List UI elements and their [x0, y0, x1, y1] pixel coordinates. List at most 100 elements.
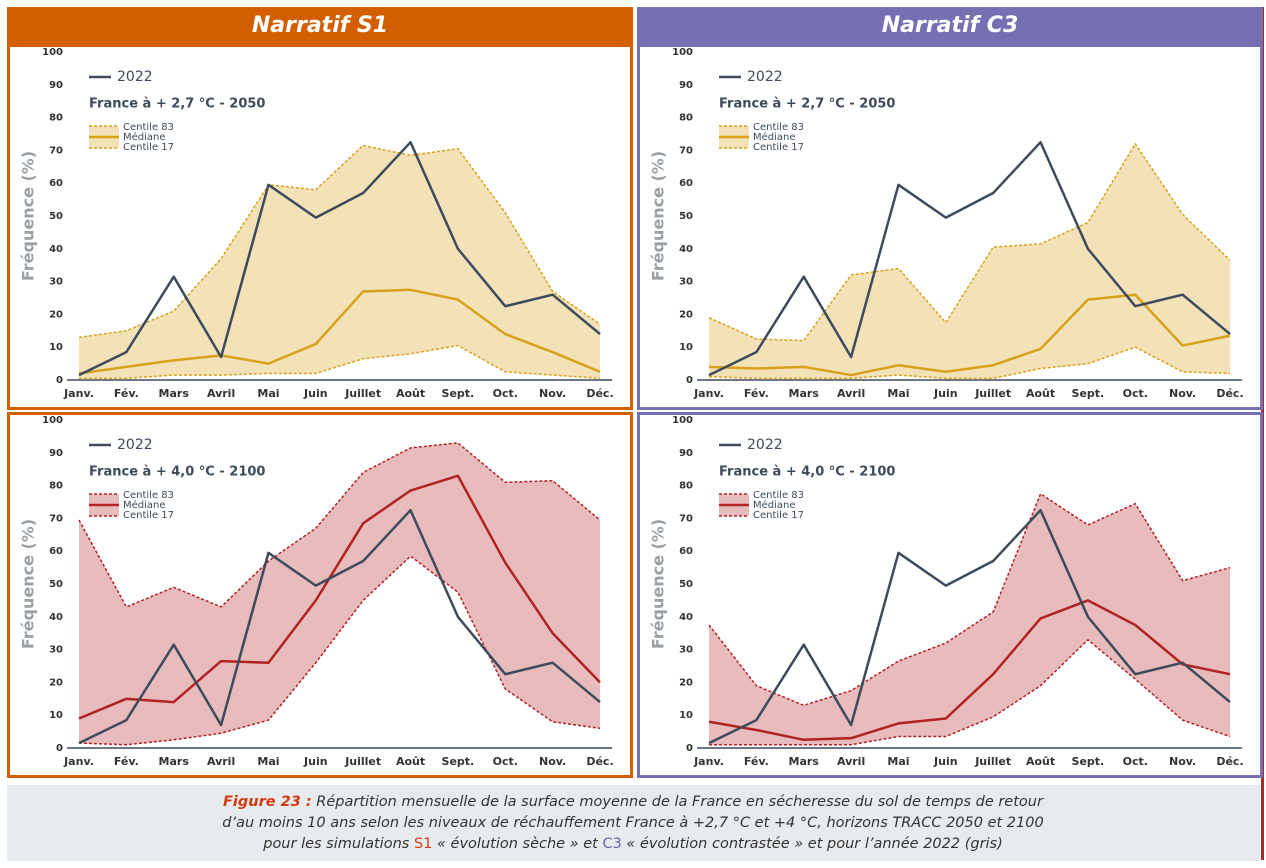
x-tick-label: Mai — [257, 755, 279, 768]
y-axis-label: Fréquence (%) — [19, 151, 38, 281]
y-tick-label: 10 — [679, 710, 693, 721]
x-tick-label: Nov. — [1169, 387, 1196, 400]
chart: 0 10 20 30 40 50 60 70 80 90 100 Janv. Fév. Mars Avril… — [637, 44, 1263, 410]
y-tick-label: 0 — [56, 375, 63, 386]
y-tick-label: 40 — [679, 244, 693, 255]
caption-text: « évolution contrastée » et pour l’année… — [622, 836, 1003, 852]
y-tick-label: 20 — [679, 677, 693, 688]
x-tick-label: Avril — [837, 387, 865, 400]
band — [79, 145, 600, 379]
y-tick-label: 30 — [49, 645, 63, 656]
x-tick-label: Mars — [789, 755, 820, 768]
x-tick-label: Mai — [887, 387, 909, 400]
y-tick-label: 80 — [49, 113, 63, 124]
chart-subtitle: France à + 2,7 °C - 2050 — [89, 97, 265, 112]
x-tick-label: Fév. — [744, 755, 769, 768]
series-line — [708, 143, 1231, 342]
y-tick-label: 90 — [679, 80, 693, 91]
x-tick-label: Août — [396, 755, 425, 768]
x-tick-label: Sept. — [442, 755, 475, 768]
y-tick-label: 60 — [49, 178, 63, 189]
y-tick-label: 80 — [679, 113, 693, 124]
chart-subtitle: France à + 2,7 °C - 2050 — [719, 97, 895, 112]
x-tick-label: Déc. — [586, 755, 613, 768]
x-tick-label: Juin — [303, 387, 328, 400]
series-line — [708, 493, 1231, 707]
y-tick-label: 100 — [672, 415, 693, 426]
series-line — [79, 344, 601, 380]
x-tick-label: Avril — [207, 755, 235, 768]
legend-label: Centile 17 — [753, 510, 804, 521]
x-tick-label: Mars — [789, 387, 820, 400]
x-tick-label: Fév. — [114, 755, 139, 768]
x-tick-label: Janv. — [63, 387, 94, 400]
x-tick-label: Janv. — [63, 755, 94, 768]
caption-s1: S1 — [414, 836, 432, 852]
legend-label: Centile 83 — [753, 490, 804, 501]
x-tick-label: Déc. — [586, 387, 613, 400]
y-tick-label: 80 — [679, 481, 693, 492]
band — [709, 143, 1230, 379]
x-tick-label: Janv. — [693, 755, 724, 768]
legend-label: Centile 17 — [123, 510, 174, 521]
series-line — [78, 288, 601, 375]
x-tick-label: Avril — [837, 755, 865, 768]
y-tick-label: 40 — [49, 244, 63, 255]
x-tick-label: Sept. — [1072, 755, 1105, 768]
x-tick-label: Juin — [933, 755, 958, 768]
y-tick-label: 40 — [49, 612, 63, 623]
x-tick-label: Août — [396, 387, 425, 400]
legend-label: Médiane — [123, 499, 166, 511]
y-tick-label: 70 — [49, 513, 63, 524]
caption-line: d’au moins 10 ans selon les niveaux de r… — [222, 815, 1043, 831]
legend-label: Médiane — [753, 131, 796, 143]
caption-text: « évolution sèche » et — [432, 836, 602, 852]
x-tick-label: Juillet — [974, 755, 1011, 768]
y-tick-label: 60 — [679, 178, 693, 189]
y-axis-label: Fréquence (%) — [649, 519, 668, 649]
x-tick-label: Oct. — [493, 387, 518, 400]
x-tick-label: Fév. — [744, 387, 769, 400]
x-tick-label: Mai — [887, 755, 909, 768]
y-tick-label: 80 — [49, 481, 63, 492]
y-tick-label: 90 — [49, 448, 63, 459]
x-tick-label: Fév. — [114, 387, 139, 400]
header-bar — [7, 7, 633, 44]
y-axis-label: Fréquence (%) — [19, 519, 38, 649]
y-tick-label: 10 — [679, 342, 693, 353]
chart-subtitle: France à + 4,0 °C - 2100 — [719, 465, 895, 480]
series-line — [709, 639, 1231, 746]
x-tick-label: Août — [1026, 387, 1055, 400]
x-tick-label: Mars — [159, 755, 190, 768]
caption-text: pour les simulations — [262, 836, 414, 852]
header-bar — [637, 7, 1263, 44]
y-tick-label: 100 — [672, 47, 693, 58]
band — [79, 442, 600, 745]
series-line — [78, 144, 601, 339]
x-tick-label: Avril — [207, 387, 235, 400]
y-tick-label: 10 — [49, 710, 63, 721]
x-tick-label: Août — [1026, 755, 1055, 768]
x-tick-label: Janv. — [693, 387, 724, 400]
y-tick-label: 100 — [42, 47, 63, 58]
y-tick-label: 0 — [56, 743, 63, 754]
legend-label: 2022 — [747, 69, 783, 85]
series-line — [78, 474, 601, 720]
caption-text: Répartition mensuelle de la surface moye… — [312, 794, 1044, 810]
chart: 0 10 20 30 40 50 60 70 80 90 100 Janv. Fév. Mars Avril… — [7, 412, 633, 778]
y-tick-label: 30 — [49, 277, 63, 288]
caption-c3: C3 — [602, 836, 621, 852]
y-tick-label: 50 — [49, 211, 63, 222]
x-tick-label: Sept. — [1072, 387, 1105, 400]
x-tick-label: Sept. — [442, 387, 475, 400]
x-tick-label: Juillet — [344, 387, 381, 400]
y-tick-label: 20 — [679, 309, 693, 320]
header-title: Narratif S1 — [252, 13, 388, 38]
y-tick-label: 30 — [679, 645, 693, 656]
x-tick-label: Juin — [933, 387, 958, 400]
series-line — [708, 346, 1231, 380]
y-tick-label: 20 — [49, 309, 63, 320]
y-tick-label: 30 — [679, 277, 693, 288]
header-title: Narratif C3 — [882, 13, 1019, 38]
